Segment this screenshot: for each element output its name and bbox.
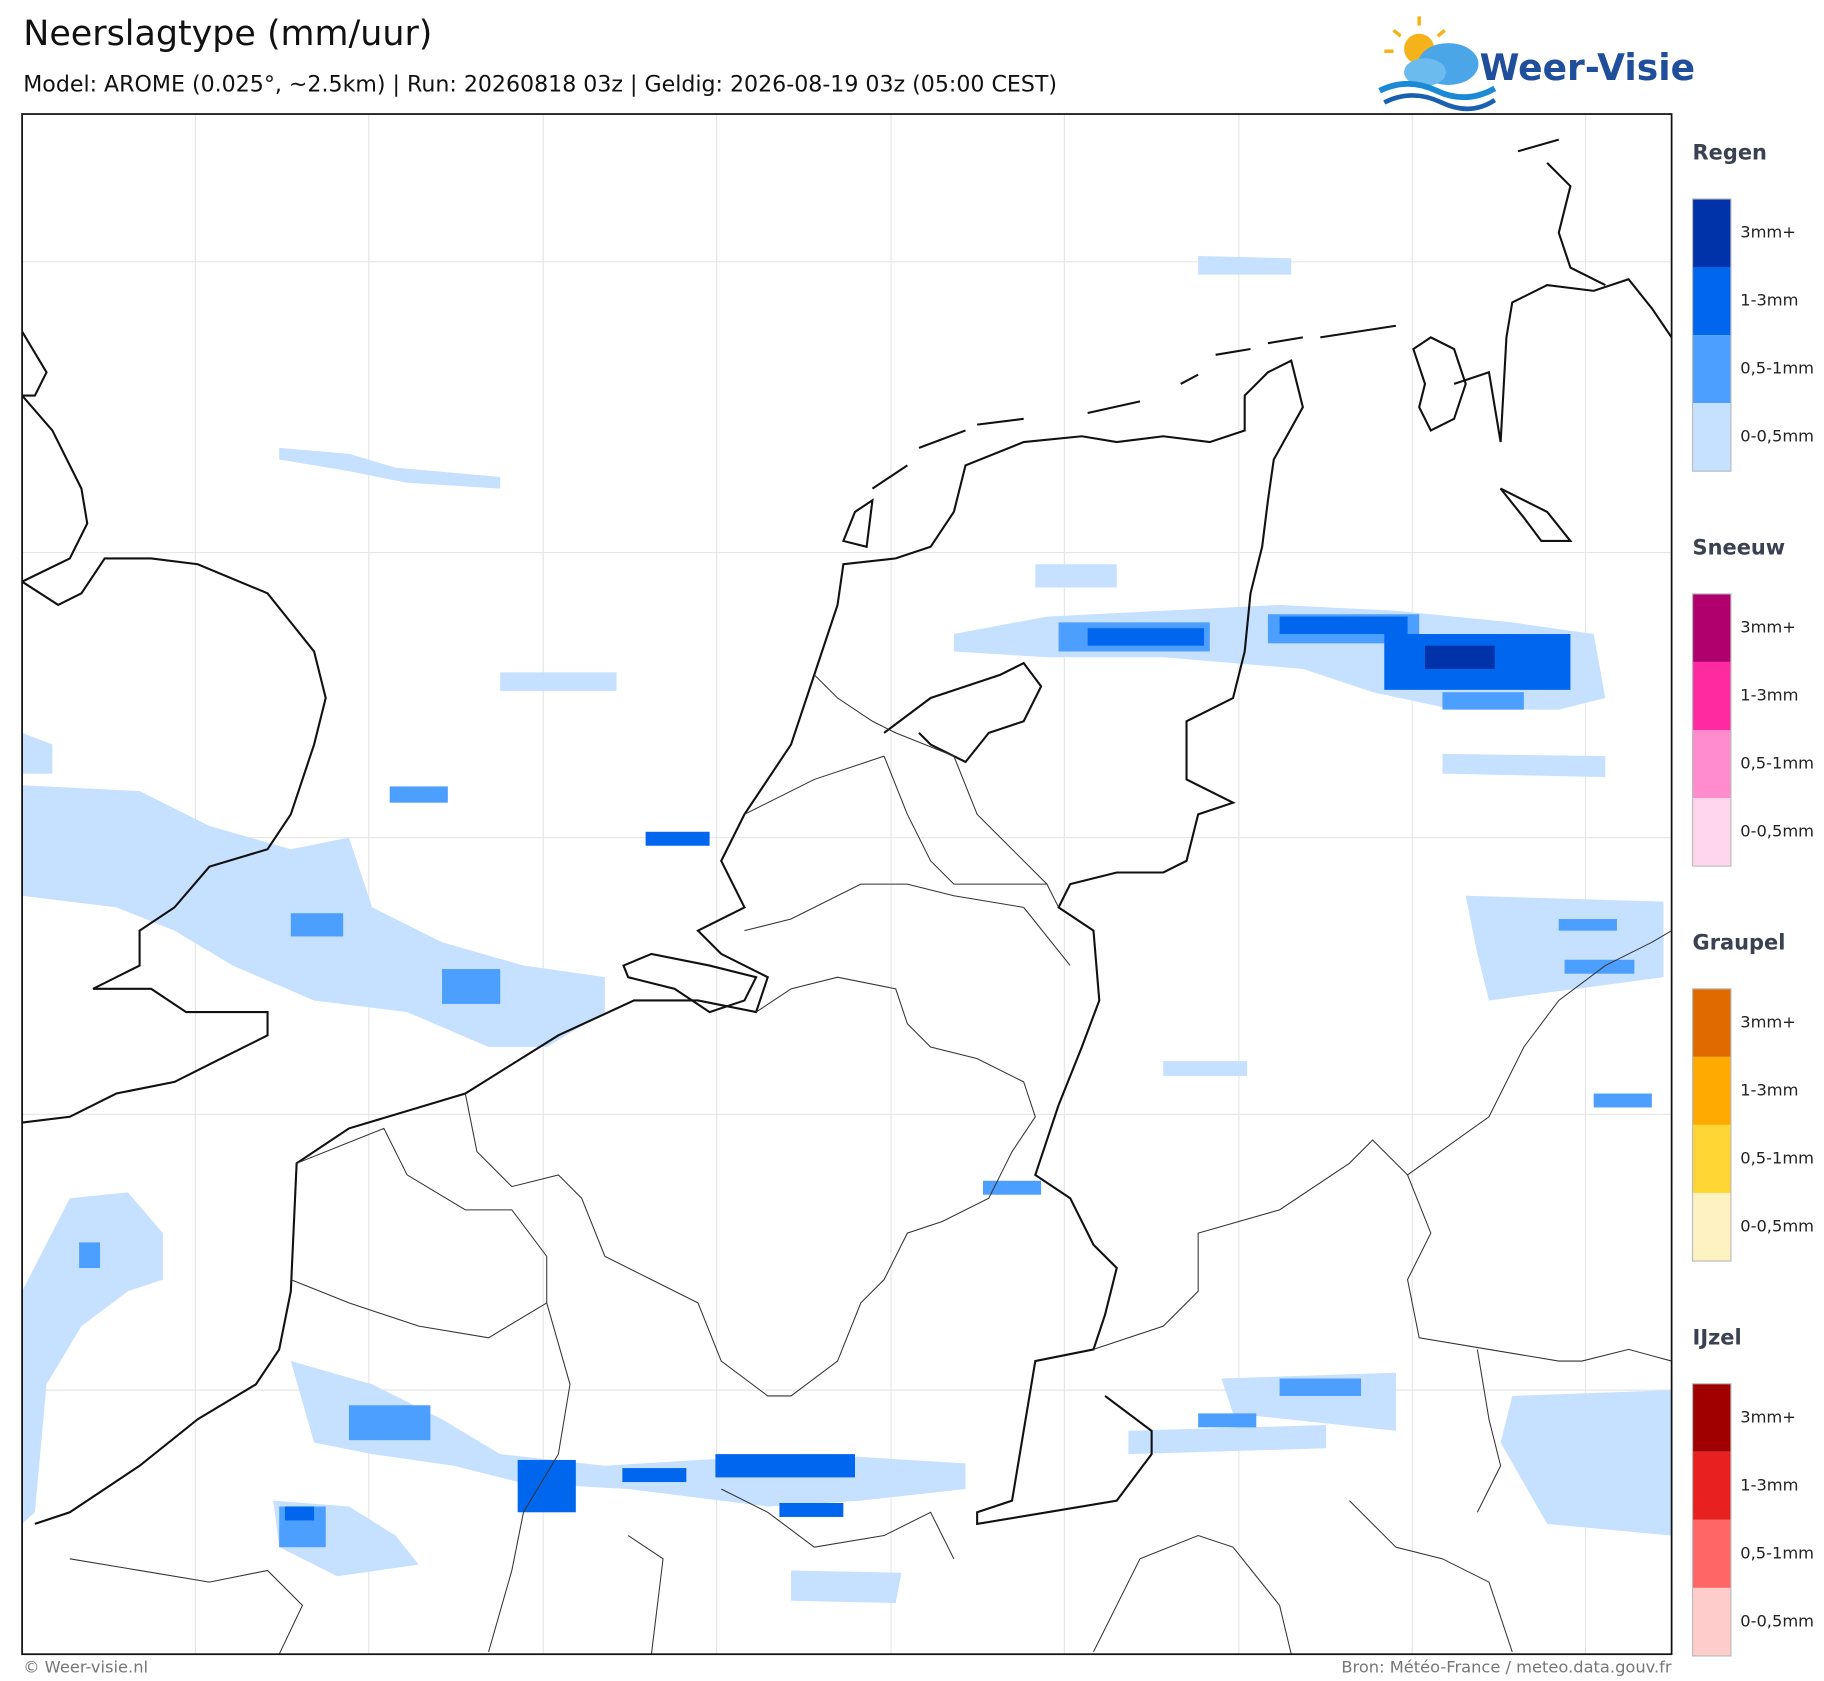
- logo: Weer-Visie: [1378, 16, 1695, 112]
- legend-swatch: [1692, 1451, 1731, 1520]
- legend-label: 1-3mm: [1740, 1475, 1798, 1494]
- legend-swatch: [1692, 1056, 1731, 1125]
- subtitle: Model: AROME (0.025°, ~2.5km) | Run: 202…: [23, 71, 1057, 97]
- legend-label: 0-0,5mm: [1740, 427, 1814, 446]
- legend-label: 1-3mm: [1740, 291, 1798, 310]
- legend-label: 0-0,5mm: [1740, 1216, 1814, 1235]
- legend-swatch-frame: [1691, 1383, 1732, 1657]
- legend-label: 1-3mm: [1740, 685, 1798, 704]
- borders: [69, 674, 1672, 1655]
- legend-group-title: Graupel: [1693, 930, 1786, 954]
- legend-label: 1-3mm: [1740, 1080, 1798, 1099]
- legend-swatch: [1692, 798, 1731, 867]
- title: Neerslagtype (mm/uur): [23, 14, 432, 54]
- legend-swatch: [1692, 267, 1731, 336]
- legend-swatch: [1692, 403, 1731, 472]
- legend-swatch: [1692, 1124, 1731, 1193]
- legend-swatch: [1692, 661, 1731, 730]
- legend-group-title: Regen: [1693, 141, 1767, 165]
- legend-label: 0-0,5mm: [1740, 822, 1814, 841]
- legend-swatch: [1692, 1519, 1731, 1588]
- legend-label: 0,5-1mm: [1740, 1543, 1814, 1562]
- coastlines: [22, 138, 1672, 1526]
- legend-label: 0,5-1mm: [1740, 359, 1814, 378]
- precipitation: [22, 255, 1672, 1604]
- footer-left: © Weer-visie.nl: [23, 1658, 148, 1677]
- legend-label: 3mm+: [1740, 1407, 1796, 1426]
- footer-right: Bron: Météo-France / meteo.data.gouv.fr: [1341, 1658, 1672, 1677]
- legend-swatch: [1692, 1383, 1731, 1452]
- legend-swatch: [1692, 1587, 1731, 1656]
- legend-label: 3mm+: [1740, 617, 1796, 636]
- legend-label: 0,5-1mm: [1740, 1148, 1814, 1167]
- legend-swatch-frame: [1691, 593, 1732, 867]
- legend-label: 0,5-1mm: [1740, 754, 1814, 773]
- legend-group-title: IJzel: [1693, 1325, 1742, 1349]
- legend: Regen 3mm+ 1-3mm 0,5-1mm 0-0,5mm Sneeuw 3mm+ 1-…: [1691, 141, 1814, 1657]
- legend-label: 0-0,5mm: [1740, 1611, 1814, 1630]
- legend-swatch: [1692, 729, 1731, 799]
- logo-text: Weer-Visie: [1480, 47, 1695, 89]
- map: [22, 114, 1672, 1655]
- legend-swatch: [1692, 335, 1731, 404]
- legend-label: 3mm+: [1740, 1012, 1796, 1031]
- legend-swatch: [1692, 988, 1731, 1057]
- legend-swatch-frame: [1691, 988, 1732, 1262]
- legend-swatch: [1692, 593, 1731, 662]
- legend-swatch: [1692, 198, 1731, 268]
- legend-swatch-frame: [1691, 198, 1732, 472]
- legend-swatch: [1692, 1192, 1731, 1262]
- legend-label: 3mm+: [1740, 222, 1796, 241]
- legend-group-title: Sneeuw: [1693, 536, 1786, 560]
- map-frame: [21, 113, 1673, 1656]
- graticule: [22, 114, 1672, 1655]
